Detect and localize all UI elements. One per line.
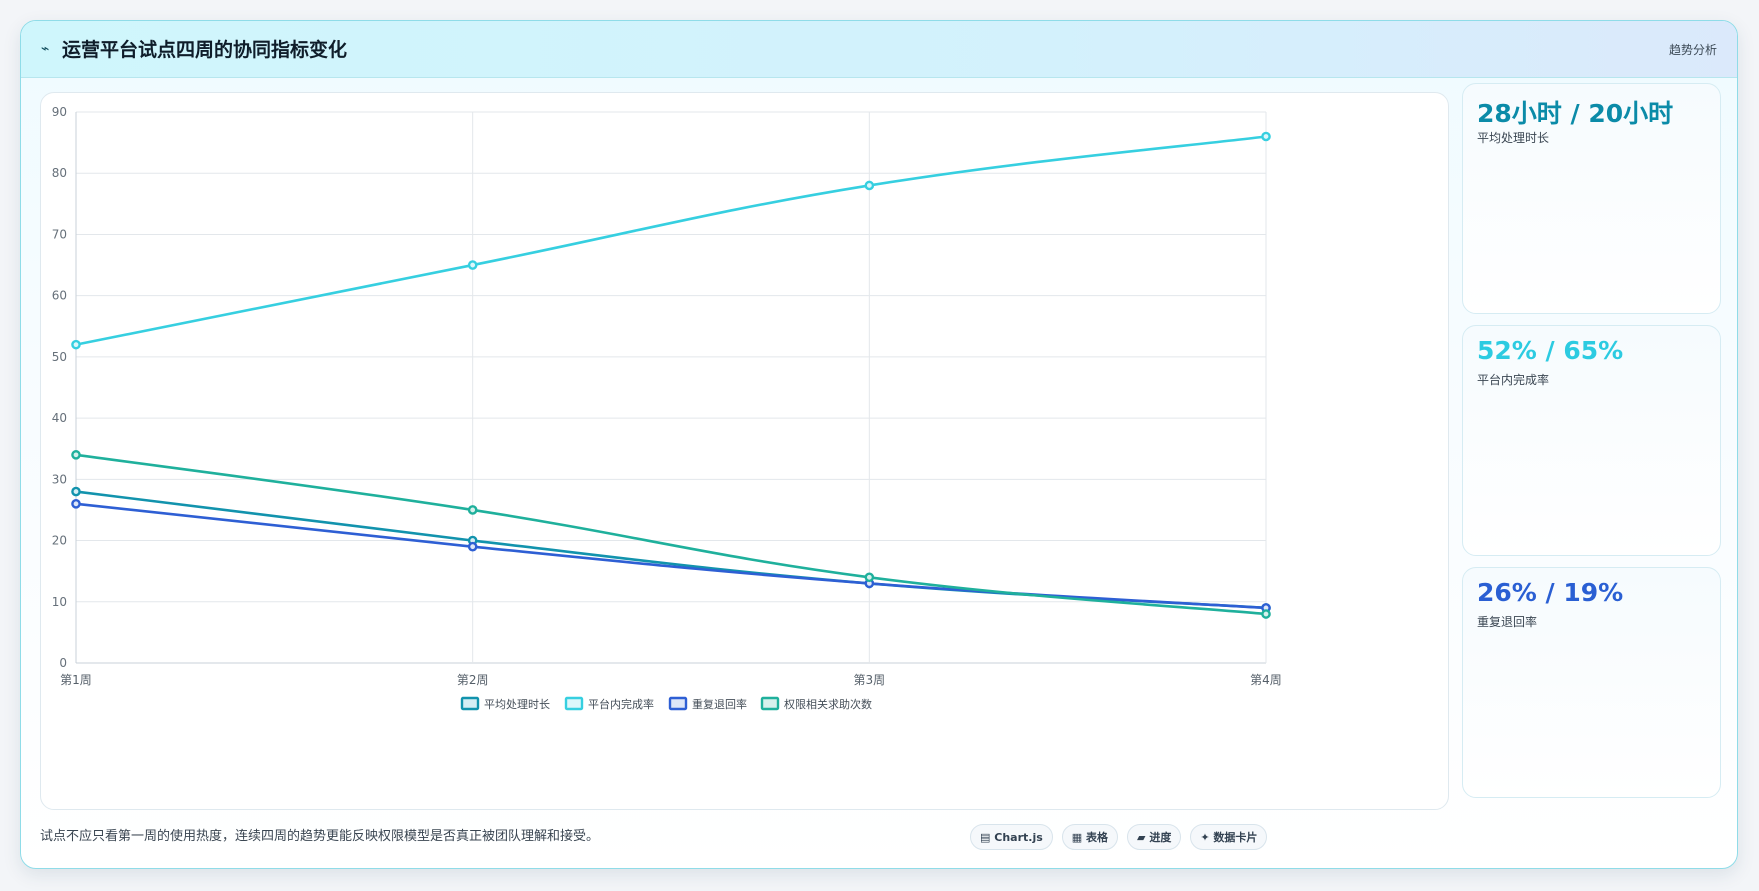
data-point (71, 499, 81, 509)
stat-label: 重复退回率 (1477, 615, 1538, 629)
series (71, 131, 1271, 619)
x-tick-label: 第3周 (854, 673, 886, 687)
legend-label: 重复退回率 (692, 697, 747, 711)
series-line (75, 490, 1267, 610)
stat-label: 平台内完成率 (1477, 373, 1550, 387)
legend: 平均处理时长 平台内完成率 重复退回率 权限相关求助次数 (460, 696, 872, 711)
data-point (467, 541, 478, 552)
header-badge: 趋势分析 (1668, 43, 1717, 57)
y-tick-label: 90 (52, 105, 67, 119)
y-tick-label: 60 (52, 289, 67, 303)
x-tick-label: 第2周 (457, 673, 489, 687)
chip-chartjs[interactable]: ▤ Chart.js (970, 824, 1053, 850)
legend-swatch (460, 696, 480, 711)
footnote: 试点不应只看第一周的使用热度，连续四周的趋势更能反映权限模型是否真正被团队理解和… (40, 829, 600, 844)
chart-icon: ▤ (980, 831, 991, 844)
y-tick-label: 30 (52, 472, 67, 486)
legend-swatch (760, 696, 780, 711)
stat-value: 26% / 19% (1477, 578, 1624, 607)
grid (75, 111, 1267, 664)
stat-value: 52% / 65% (1477, 336, 1624, 365)
chip-label: Chart.js (994, 831, 1043, 844)
legend-label: 平均处理时长 (484, 698, 550, 711)
stat-card-avg-time: 28小时 / 20小时 平均处理时长 (1462, 83, 1721, 314)
legend-swatch (564, 696, 584, 711)
y-tick-label: 0 (59, 656, 67, 670)
stat-label: 平均处理时长 (1477, 131, 1550, 145)
data-point (71, 339, 81, 350)
data-point (1261, 609, 1271, 619)
chip-label: 数据卡片 (1213, 831, 1258, 844)
data-point (1261, 131, 1271, 142)
stat-card-return-rate: 26% / 19% 重复退回率 (1462, 567, 1721, 798)
page-title: 运营平台试点四周的协同指标变化 (62, 39, 348, 61)
chip-table[interactable]: ▦ 表格 (1061, 824, 1119, 850)
y-tick-label: 20 (52, 534, 67, 548)
legend-swatch (668, 696, 688, 711)
axis-ticks: 0 10 20 30 40 50 60 70 80 90 第1周 第2周 第3周 第4周 (52, 105, 1282, 687)
series-line (75, 502, 1267, 610)
trend-icon: ⌁ (41, 41, 50, 57)
card-header: ⌁ 运营平台试点四周的协同指标变化 趋势分析 (21, 21, 1737, 78)
data-point (467, 260, 478, 270)
data-point (864, 180, 875, 191)
y-tick-label: 10 (52, 595, 67, 609)
chip-data-card[interactable]: ✦ 数据卡片 (1190, 824, 1268, 850)
stat-value: 28小时 / 20小时 (1477, 99, 1674, 128)
progress-icon: ▰ (1137, 831, 1146, 844)
chip-label: 表格 (1086, 831, 1109, 844)
chip-progress[interactable]: ▰ 进度 (1127, 824, 1182, 850)
x-tick-label: 第4周 (1250, 673, 1282, 687)
y-tick-label: 70 (52, 227, 67, 241)
series-line (75, 135, 1267, 346)
data-point (71, 486, 81, 497)
legend-label: 平台内完成率 (588, 697, 654, 711)
stat-card-completion-rate: 52% / 65% 平台内完成率 (1462, 325, 1721, 556)
table-icon: ▦ (1071, 831, 1083, 844)
tag-chips: ▤ Chart.js ▦ 表格 ▰ 进度 ✦ 数据卡片 (970, 824, 1268, 850)
y-tick-label: 80 (52, 166, 67, 180)
series-line (75, 453, 1267, 616)
main-card: ⌁ 运营平台试点四周的协同指标变化 趋势分析 0 10 20 30 40 50 60 70 80… (20, 20, 1738, 869)
data-point (467, 505, 478, 515)
x-tick-label: 第1周 (60, 673, 92, 687)
legend-label: 权限相关求助次数 (784, 697, 872, 711)
data-point (864, 572, 875, 583)
y-tick-label: 50 (52, 350, 67, 364)
y-tick-label: 40 (52, 411, 67, 425)
line-chart: 0 10 20 30 40 50 60 70 80 90 第1周 第2周 第3周 第4周 平均处理时长 平台… (52, 105, 1282, 711)
chip-label: 进度 (1149, 831, 1172, 844)
sparkle-icon: ✦ (1200, 831, 1210, 844)
chart-panel: 0 10 20 30 40 50 60 70 80 90 第1周 第2周 第3周 第4周 平均处理时长 平台… (40, 92, 1449, 810)
data-point (71, 450, 81, 460)
